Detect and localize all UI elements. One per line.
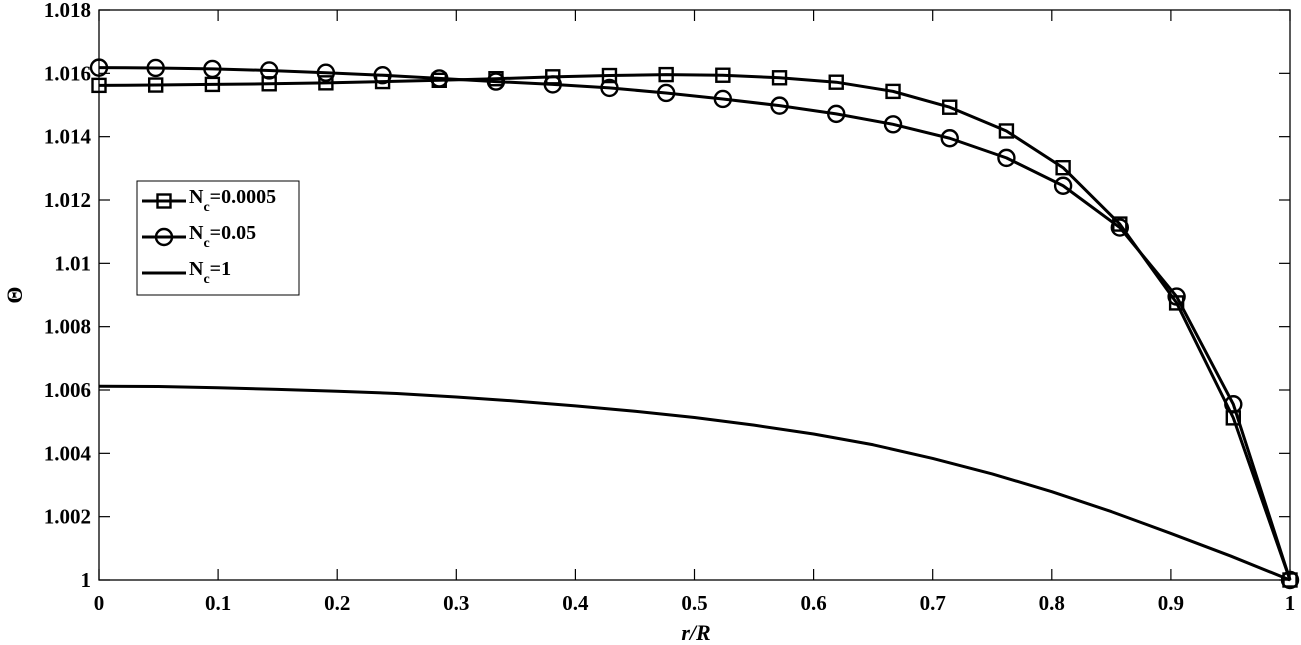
data-point-circle (770, 96, 789, 115)
series-1 (89, 58, 1300, 590)
data-point-square (715, 67, 731, 83)
legend-marker-square (156, 193, 172, 209)
series-line (98, 384, 1291, 582)
x-tick-label: 0.3 (443, 591, 469, 615)
data-point-circle (827, 104, 846, 124)
data-point-square (1282, 572, 1298, 588)
x-tick-label: 1 (1285, 591, 1296, 615)
x-tick-label: 0.5 (681, 591, 707, 615)
data-point-circle (1224, 395, 1243, 414)
data-point-square (942, 99, 958, 115)
y-axis-title: Θ (2, 286, 27, 303)
y-tick-label: 1.016 (44, 61, 91, 85)
data-point-square (998, 123, 1015, 139)
x-axis-ticks: 0 0.1 0.2 0.3 0.4 0.5 0.6 0.7 0.8 0.9 1 (94, 10, 1296, 615)
y-tick-label: 1.01 (54, 251, 91, 275)
series-2 (98, 384, 1291, 582)
series-0 (91, 66, 1298, 588)
data-point-square (147, 77, 164, 93)
data-point-circle (316, 63, 336, 82)
data-point-circle (940, 129, 959, 148)
x-tick-label: 0.4 (562, 591, 589, 615)
data-point-circle (1110, 218, 1130, 237)
x-tick-label: 0.6 (800, 591, 826, 615)
data-point-square (658, 66, 674, 83)
data-point-circle (1053, 176, 1073, 195)
x-tick-label: 0.7 (920, 591, 946, 615)
data-point-circle (89, 58, 109, 77)
y-axis-ticks: 1 1.002 1.004 1.006 1.008 1.01 1.012 1.014 1.016… (44, 0, 1290, 592)
data-point-circle (1280, 570, 1300, 590)
data-point-circle (203, 59, 222, 79)
legend-label: Nc=0.05 (189, 222, 256, 251)
x-tick-label: 0.8 (1039, 591, 1065, 615)
y-tick-label: 1.014 (44, 125, 92, 149)
data-point-square (1055, 159, 1071, 176)
data-point-square (885, 83, 901, 100)
data-point-square (828, 74, 844, 90)
y-tick-label: 1.004 (44, 441, 92, 465)
data-point-circle (600, 78, 619, 98)
data-point-circle (146, 58, 165, 78)
y-tick-label: 1.006 (44, 378, 91, 402)
legend: Nc=0.0005 Nc=0.05 Nc=1 (136, 180, 300, 296)
y-tick-label: 1.002 (44, 505, 91, 529)
x-tick-label: 0 (94, 591, 105, 615)
y-tick-label: 1.008 (44, 315, 91, 339)
data-point-circle (713, 89, 733, 109)
x-tick-label: 0.1 (205, 591, 231, 615)
data-point-square (771, 70, 788, 86)
data-point-circle (259, 61, 279, 80)
data-point-square (91, 77, 107, 94)
legend-label: Nc=0.0005 (189, 186, 276, 215)
data-point-circle (656, 83, 676, 103)
data-point-circle (430, 69, 449, 88)
series-layer (89, 58, 1300, 590)
data-point-square (318, 75, 334, 91)
data-point-circle (997, 148, 1016, 168)
legend-marker-circle (154, 227, 174, 247)
legend-label: Nc=1 (189, 258, 231, 287)
data-point-circle (883, 115, 903, 134)
y-tick-label: 1.018 (44, 0, 91, 22)
x-tick-label: 0.9 (1158, 591, 1184, 615)
x-tick-label: 0.2 (324, 591, 350, 615)
data-point-square (601, 67, 618, 84)
series-line (98, 66, 1292, 581)
y-tick-label: 1 (81, 568, 92, 592)
data-point-circle (486, 72, 506, 91)
data-point-circle (543, 75, 562, 94)
y-tick-label: 1.012 (44, 188, 91, 212)
data-point-circle (1167, 287, 1186, 306)
series-line (98, 73, 1292, 581)
x-axis-title: r/R (681, 620, 710, 645)
data-point-circle (373, 66, 392, 85)
